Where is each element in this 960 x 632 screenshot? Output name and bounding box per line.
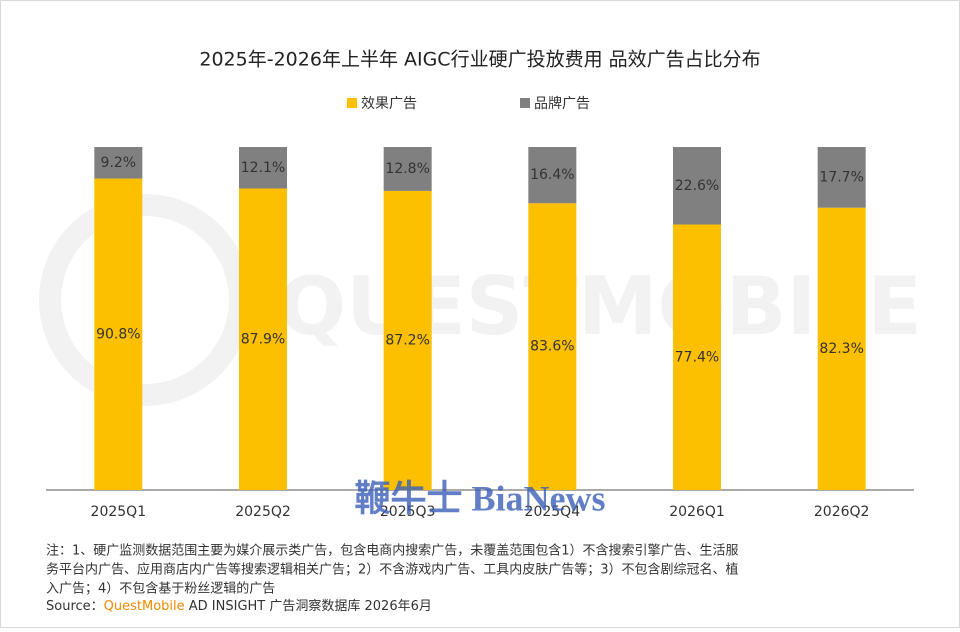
source-brand: QuestMobile: [104, 599, 185, 614]
data-label: 87.2%: [385, 332, 429, 348]
data-label: 16.4%: [530, 167, 574, 183]
x-tick-label: 2026Q1: [669, 504, 725, 520]
legend-swatch: [520, 98, 530, 108]
bar-segment: [673, 224, 721, 490]
source: Source：QuestMobile AD INSIGHT 广告洞察数据库 20…: [46, 598, 432, 614]
bar-segment: [94, 147, 143, 179]
legend-label: 品牌广告: [534, 95, 590, 112]
data-label: 77.4%: [675, 349, 719, 365]
data-label: 82.3%: [819, 341, 863, 357]
bar-segment: [817, 147, 866, 208]
bar-segment: [383, 190, 432, 491]
x-tick-label: 2025Q1: [91, 504, 147, 520]
data-label: 9.2%: [101, 155, 137, 171]
source-text: AD INSIGHT 广告洞察数据库 2026年6月: [185, 598, 432, 614]
plot: 效果广告 品牌广告 2025Q1 90.8% 9.2% 2025Q2 87.9% 12.1% 2…: [91, 95, 870, 520]
data-label: 83.6%: [530, 339, 574, 355]
bar-segment: [94, 178, 143, 490]
data-label: 87.9%: [241, 331, 285, 347]
bar-segment: [239, 147, 287, 189]
data-label: 90.8%: [96, 326, 140, 342]
note-line: 注：1、硬广监测数据范围主要为媒介展示类广告，包含电商内搜索广告，未覆盖范围包含…: [46, 543, 739, 559]
data-label: 12.8%: [385, 161, 429, 177]
bar-segment: [673, 147, 721, 225]
bar-segment: [528, 203, 577, 490]
x-tick-label: 2026Q2: [814, 504, 870, 520]
legend-label: 效果广告: [361, 96, 417, 112]
bar-segment: [528, 147, 577, 204]
data-label: 17.7%: [819, 169, 863, 185]
x-tick-label: 2025Q3: [380, 504, 436, 520]
bar-segment: [817, 207, 866, 490]
source-label: Source：: [46, 599, 104, 614]
note-line: 务平台内广告、应用商店内广告等搜索逻辑相关广告；2）不含游戏内广告、工具内皮肤广…: [46, 562, 739, 578]
x-tick-label: 2025Q4: [525, 504, 581, 520]
x-tick-label: 2025Q2: [235, 504, 291, 520]
data-label: 12.1%: [241, 160, 285, 176]
data-label: 22.6%: [675, 178, 719, 194]
watermark: 鞭牛士 BiaNews: [355, 478, 606, 518]
note-line: 入广告；4）不包含基于粉丝逻辑的广告: [46, 581, 275, 597]
bar-segment: [383, 147, 432, 191]
chart-title: 2025年-2026年上半年 AIGC行业硬广投放费用 品效广告占比分布: [199, 49, 760, 71]
bar-segment: [239, 188, 287, 491]
legend-swatch: [347, 98, 357, 108]
